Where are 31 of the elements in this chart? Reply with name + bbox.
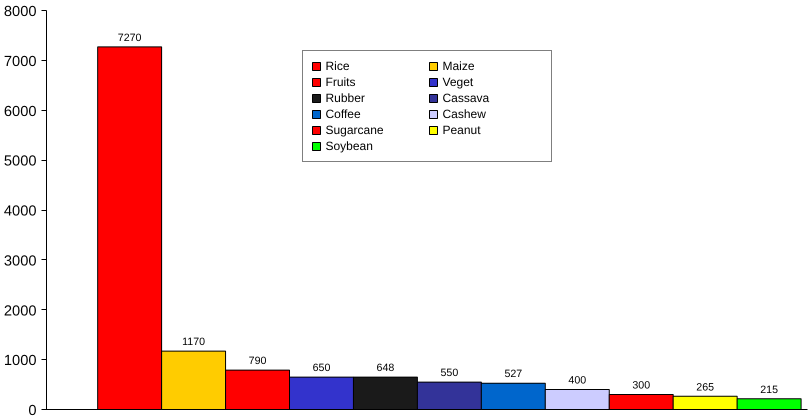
data-label: 1170 bbox=[182, 336, 206, 348]
legend-label: Veget bbox=[442, 75, 474, 89]
y-tick-label: 6000 bbox=[4, 104, 37, 120]
y-tick-label: 3000 bbox=[4, 253, 37, 270]
data-label: 300 bbox=[632, 380, 650, 392]
y-tick-label: 0 bbox=[28, 403, 37, 419]
y-tick-label: 1000 bbox=[4, 353, 37, 370]
legend-label: Maize bbox=[442, 59, 476, 73]
data-label: 650 bbox=[312, 362, 330, 374]
legend-label: Rubber bbox=[326, 91, 366, 105]
y-tick-label: 7000 bbox=[4, 54, 37, 70]
data-label: 527 bbox=[504, 368, 522, 380]
data-label: 400 bbox=[568, 374, 586, 387]
legend-label: Rice bbox=[326, 59, 351, 73]
legend-label: Coffee bbox=[326, 107, 362, 121]
data-label: 215 bbox=[760, 384, 778, 396]
data-label: 7270 bbox=[118, 32, 142, 44]
y-tick-label: 4000 bbox=[4, 204, 37, 220]
legend-label: Peanut bbox=[442, 123, 482, 137]
y-tick-label: 8000 bbox=[4, 4, 37, 20]
y-tick-label: 2000 bbox=[4, 303, 37, 320]
data-label: 550 bbox=[440, 367, 458, 380]
data-label: 648 bbox=[376, 362, 394, 374]
legend-label: Sugarcane bbox=[326, 123, 385, 137]
data-label: 790 bbox=[248, 355, 266, 368]
y-tick-label: 5000 bbox=[4, 154, 37, 170]
legend-label: Soybean bbox=[326, 139, 374, 153]
legend-label: Cashew bbox=[442, 107, 487, 121]
legend-label: Fruits bbox=[326, 75, 356, 89]
legend-label: Cassava bbox=[442, 91, 490, 105]
data-label: 265 bbox=[696, 381, 714, 394]
